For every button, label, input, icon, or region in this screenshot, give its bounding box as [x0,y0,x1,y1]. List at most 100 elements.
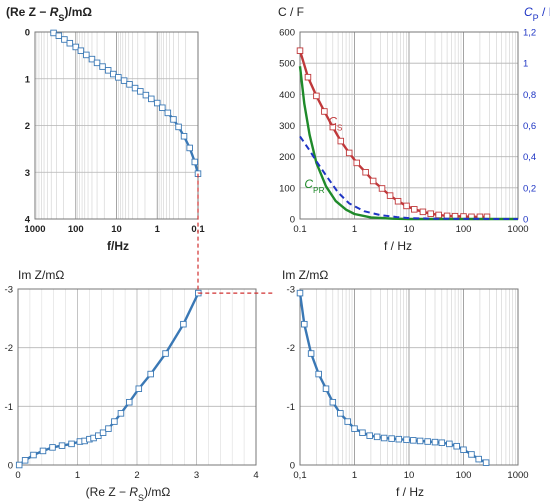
data-point [186,144,193,152]
y-tick-label: 0 [25,28,30,39]
x-tick-label: 100 [456,470,472,481]
data-point [21,457,29,464]
text-part: C [524,5,533,19]
data-point [296,289,304,297]
text-part: f / Hz [396,485,424,499]
data-point [50,29,57,37]
data-point [159,104,166,111]
data-point [386,192,394,199]
data-point [446,440,453,448]
chart-title: (Re Z − RS)/mΩ [6,5,92,23]
y-tick-label: -2 [287,343,295,354]
x-tick-label: 100 [456,224,472,235]
data-point [162,350,169,357]
data-point [88,55,96,63]
data-point [111,418,118,425]
data-point [180,320,187,328]
y-tick-label: 2 [25,121,30,132]
data-point [410,437,417,444]
data-point [126,81,133,88]
y-tick-label: 0 [8,461,13,472]
series-line-c-p [299,135,519,220]
data-point [315,370,322,378]
y-tick-label: 0 [290,215,295,226]
data-point [395,435,403,443]
data-point [180,133,188,140]
text-part: R [129,485,138,499]
data-point [301,320,308,328]
x-tick-label: 1 [352,470,357,481]
data-point [475,455,482,463]
data-point [345,149,353,157]
data-point [117,410,125,417]
data-point [126,398,133,406]
data-point [468,451,475,458]
plot-frame [17,288,257,466]
data-point [55,32,63,39]
text-part: (Re Z − [6,5,50,19]
chart-capacitance-vs-frequency: 0.1 1 10 100 1000010020030040050060000,20,40… [278,5,550,253]
data-point [438,439,446,446]
data-point [93,59,101,67]
data-point [378,185,386,192]
data-point [353,159,361,167]
y2-tick-label: 0 [523,215,528,226]
y-tick-label: 200 [279,152,295,163]
data-point [329,398,337,406]
x-tick-label: 100 [68,224,84,235]
data-point [296,47,304,54]
data-point [304,73,312,81]
data-point [58,442,66,449]
x-axis-label: f / Hz [396,485,424,499]
data-point [30,451,37,459]
series-label: CPR [304,177,324,195]
data-point [104,67,112,74]
data-point [427,210,434,217]
chart-nyquist: 0 1 2 3 4 0 -1 -2 -3 Im Z/mΩ (Re Z − RS)/mΩ [5,268,259,502]
x-tick-label: 0 [15,470,20,481]
y-tick-label: -2 [5,343,13,354]
data-point [191,158,199,166]
data-point [175,123,182,131]
x-tick-label: 1000 [24,224,45,235]
data-point [131,84,139,92]
data-point [369,177,377,185]
x-tick-label: 4 [253,470,258,481]
data-point [49,444,56,451]
secondary-axis-title: CP / F [524,5,550,23]
data-point [148,95,155,103]
data-point [61,36,68,43]
text-part: C [304,177,313,191]
y-tick-label: 0 [290,461,295,472]
series-line-c-s [298,50,487,218]
y-tick-label: 500 [279,59,295,70]
y2-tick-label: 0,8 [523,90,536,101]
plot-frame [34,31,199,220]
data-point [460,446,467,453]
data-point [322,385,330,392]
data-point [99,63,106,70]
text-part: f/Hz [107,239,129,253]
y2-tick-label: 0,2 [523,183,536,194]
data-point [307,350,315,357]
data-point [15,461,23,469]
text-part: (Re Z − [86,485,130,499]
data-point [394,197,402,205]
x-tick-label: 10 [404,224,415,235]
data-point [99,429,107,436]
data-point [164,109,172,117]
x-tick-label: 1 [75,470,80,481]
text-part: C / F [278,5,304,19]
data-point [424,438,431,445]
x-tick-label: 10 [111,224,122,235]
connector-lines [197,173,274,294]
x-tick-label: 1 [352,224,357,235]
x-tick-label: 1000 [507,224,528,235]
chart-title: Im Z/mΩ [282,268,328,282]
y-tick-label: 600 [279,28,295,39]
data-point [366,432,373,439]
y-tick-label: -1 [5,402,13,413]
data-point [373,433,381,441]
y2-tick-label: 1 [523,59,528,70]
